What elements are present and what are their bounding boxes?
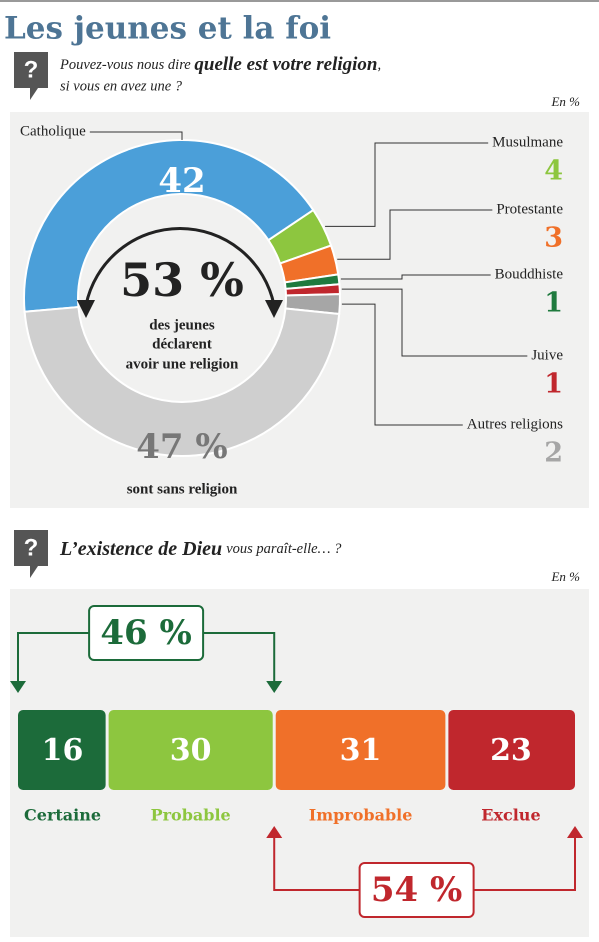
question: L’existence de Dieu vous paraît-elle… ? bbox=[59, 538, 342, 560]
leader-line bbox=[340, 274, 491, 280]
segment-label: Juive bbox=[531, 347, 563, 363]
bar-value: 30 bbox=[170, 733, 212, 768]
center-text: des jeunes bbox=[149, 317, 215, 333]
leader-line bbox=[89, 131, 183, 140]
segment-value: 47 % bbox=[136, 427, 227, 467]
segment-label: Protestante bbox=[496, 201, 563, 217]
bar-label: Certaine bbox=[24, 806, 101, 825]
segment-label: Bouddhiste bbox=[495, 266, 564, 282]
icon-tail bbox=[30, 88, 38, 100]
segment-value: 4 bbox=[544, 156, 563, 187]
bar-value: 31 bbox=[340, 733, 382, 768]
segment-label: Musulmane bbox=[492, 134, 563, 150]
question-icon: ? bbox=[14, 530, 48, 578]
segment-label: Autres religions bbox=[467, 416, 563, 432]
donut-segment bbox=[23, 139, 315, 313]
bar-value: 23 bbox=[490, 733, 532, 768]
center-arrow bbox=[84, 227, 276, 306]
arrow-head bbox=[266, 826, 283, 838]
bar-segment bbox=[275, 710, 446, 790]
arrow-head bbox=[266, 681, 283, 693]
icon-tail bbox=[30, 566, 38, 578]
question-suffix: vous paraît-elle… ? bbox=[226, 541, 342, 557]
bar-label: Improbable bbox=[309, 806, 413, 825]
center-text: déclarent bbox=[152, 336, 212, 352]
group-label: 46 % bbox=[100, 613, 191, 653]
leader-line bbox=[341, 303, 463, 426]
segment-value: 1 bbox=[544, 369, 563, 400]
bar-label: Exclue bbox=[481, 806, 540, 825]
question-icon: ? bbox=[14, 52, 48, 100]
segment-label: sont sans religion bbox=[127, 481, 238, 497]
unit-note: En % bbox=[550, 94, 580, 109]
arrow-head bbox=[10, 681, 26, 693]
segment-label: Catholique bbox=[20, 123, 86, 139]
group-box bbox=[358, 862, 475, 918]
question: Pouvez-vous nous dire quelle est votre r… bbox=[59, 54, 381, 75]
segment-value: 2 bbox=[544, 438, 563, 469]
question-emphasis: quelle est votre religion bbox=[194, 54, 377, 75]
unit-note: En % bbox=[550, 569, 580, 584]
question-prefix: Pouvez-vous nous dire bbox=[59, 57, 191, 73]
bar-segment bbox=[448, 710, 575, 790]
leader-line bbox=[325, 142, 489, 227]
leader-line bbox=[341, 288, 528, 357]
arrow-head bbox=[265, 300, 283, 318]
segment-value: 1 bbox=[544, 288, 563, 319]
center-text: avoir une religion bbox=[126, 356, 239, 372]
question-line2: si vous en avez une ? bbox=[60, 78, 183, 94]
group-box bbox=[88, 605, 205, 661]
icon-mark: ? bbox=[24, 56, 39, 83]
stacked-bar-chart: 16 Certaine 30 Probable 31 Improbable 23 Exclue… bbox=[10, 605, 583, 918]
icon-mark: ? bbox=[24, 534, 39, 561]
arrow-head bbox=[77, 300, 95, 318]
leader-line bbox=[337, 209, 493, 260]
group-label: 54 % bbox=[371, 870, 462, 910]
donut-segment bbox=[23, 305, 341, 457]
segment-value: 3 bbox=[544, 223, 563, 254]
question-suffix: , bbox=[378, 57, 382, 73]
icon-box bbox=[14, 530, 48, 566]
bar-segment bbox=[18, 710, 106, 790]
page-title: Les jeunes et la foi bbox=[4, 11, 331, 47]
bar-value: 16 bbox=[42, 733, 84, 768]
icon-box bbox=[14, 52, 48, 88]
arrow-head bbox=[567, 826, 583, 838]
segment-value: 42 bbox=[158, 161, 205, 201]
bar-segment bbox=[108, 710, 273, 790]
center-label: 53 % bbox=[120, 253, 244, 307]
question-emphasis: L’existence de Dieu bbox=[59, 538, 222, 560]
bar-label: Probable bbox=[151, 806, 231, 825]
